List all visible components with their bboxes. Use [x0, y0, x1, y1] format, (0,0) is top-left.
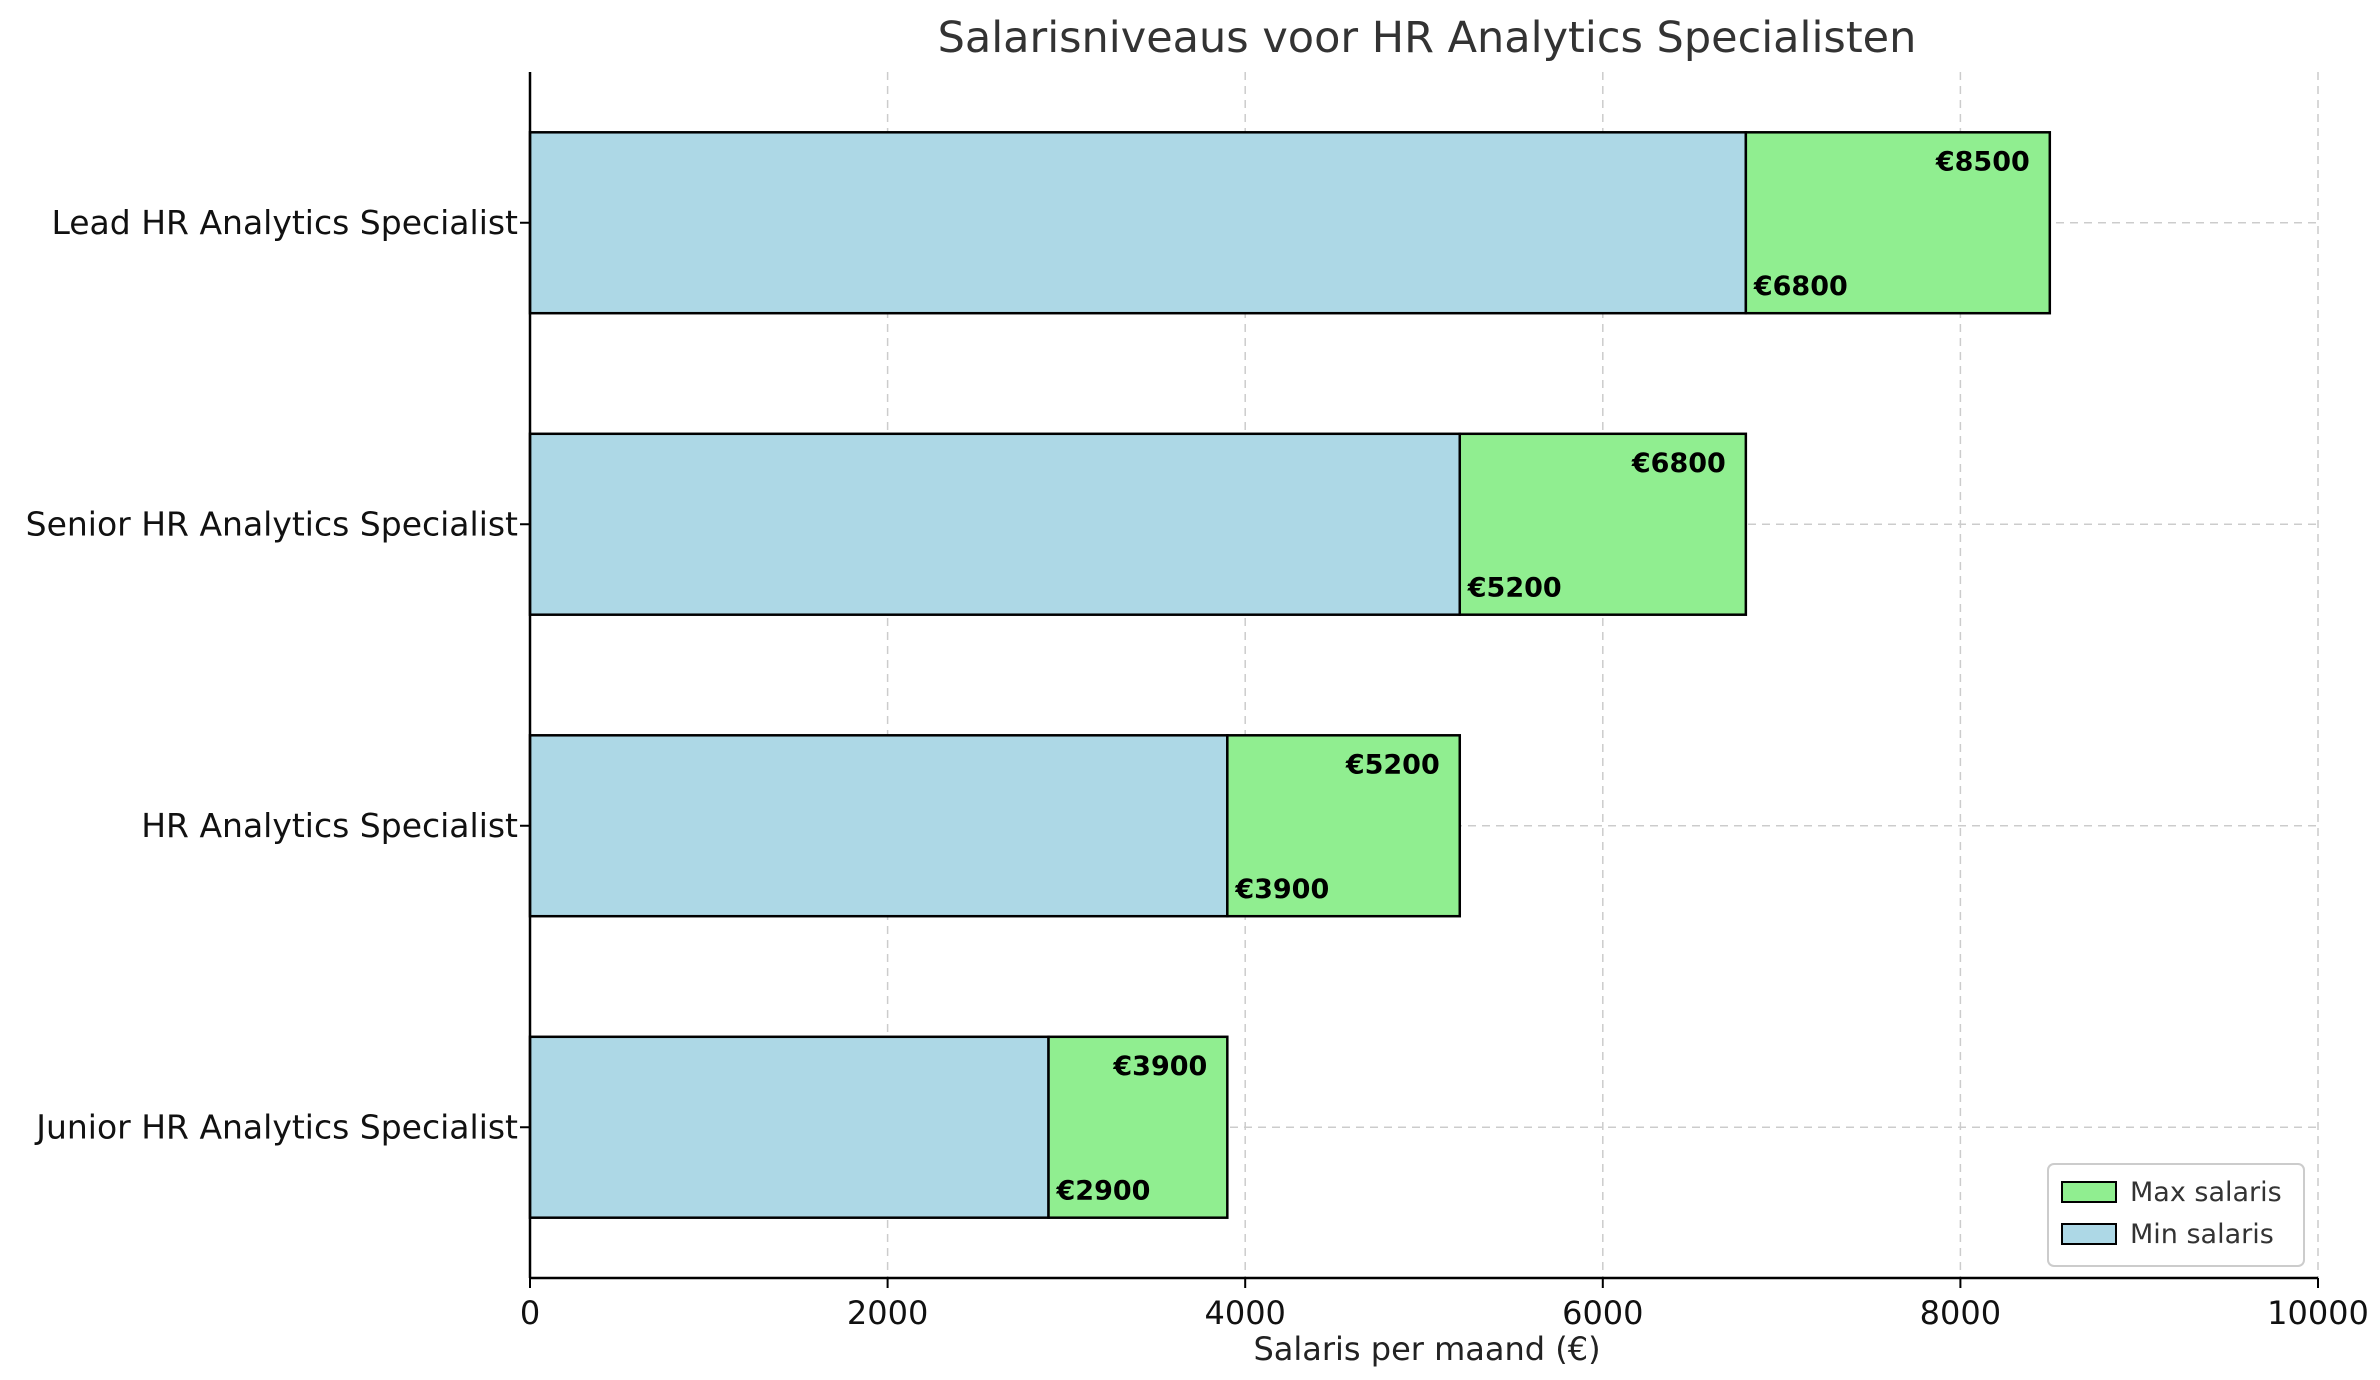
bar-max-salaris [1047, 1035, 1229, 1219]
bar-min-salaris [528, 131, 1748, 315]
data-label-min: €5200 [1467, 573, 1562, 604]
chart-title: Salarisniveaus voor HR Analytics Special… [938, 13, 1917, 63]
x-tick-label: 0 [520, 1294, 540, 1332]
bar-min-salaris [528, 734, 1229, 918]
bar-min-salaris [528, 1035, 1050, 1219]
bar-max-salaris [1744, 131, 2052, 315]
data-label-max: €3900 [1112, 1051, 1207, 1082]
y-tick-label: Lead HR Analytics Specialist [51, 203, 518, 242]
x-tick-label: 4000 [1204, 1294, 1285, 1332]
y-tick-label: Junior HR Analytics Specialist [34, 1107, 518, 1146]
data-label-min: €6800 [1753, 271, 1848, 302]
legend-label: Min salaris [2130, 1219, 2274, 1250]
data-label-max: €6800 [1631, 448, 1726, 479]
data-label-max: €5200 [1345, 749, 1440, 780]
data-labels: €2900 €3900 €3900 €5200 €5200 €6800 €6800 €8500 [1056, 146, 2030, 1206]
x-axis-label: Salaris per maand (€) [1253, 1330, 1600, 1368]
bars [528, 131, 2052, 1219]
legend-label: Max salaris [2130, 1177, 2282, 1208]
axes: Junior HR Analytics Specialist HR Analyti… [26, 72, 2369, 1332]
x-tick-label: 6000 [1562, 1294, 1643, 1332]
y-tick-label: Senior HR Analytics Specialist [26, 504, 518, 543]
legend-swatch [2061, 1181, 2117, 1203]
x-tick-label: 2000 [847, 1294, 928, 1332]
data-label-max: €8500 [1935, 146, 2030, 177]
bar-min-salaris [528, 432, 1462, 616]
legend-swatch [2061, 1223, 2117, 1245]
bar-max-salaris [1458, 432, 1748, 616]
x-tick-label: 10000 [2267, 1294, 2369, 1332]
x-tick-label: 8000 [1920, 1294, 2001, 1332]
bar-max-salaris [1226, 734, 1462, 918]
data-label-min: €3900 [1234, 874, 1329, 905]
legend: Max salaris Min salaris [2047, 1163, 2305, 1267]
y-tick-label: HR Analytics Specialist [141, 806, 518, 845]
data-label-min: €2900 [1056, 1176, 1151, 1207]
